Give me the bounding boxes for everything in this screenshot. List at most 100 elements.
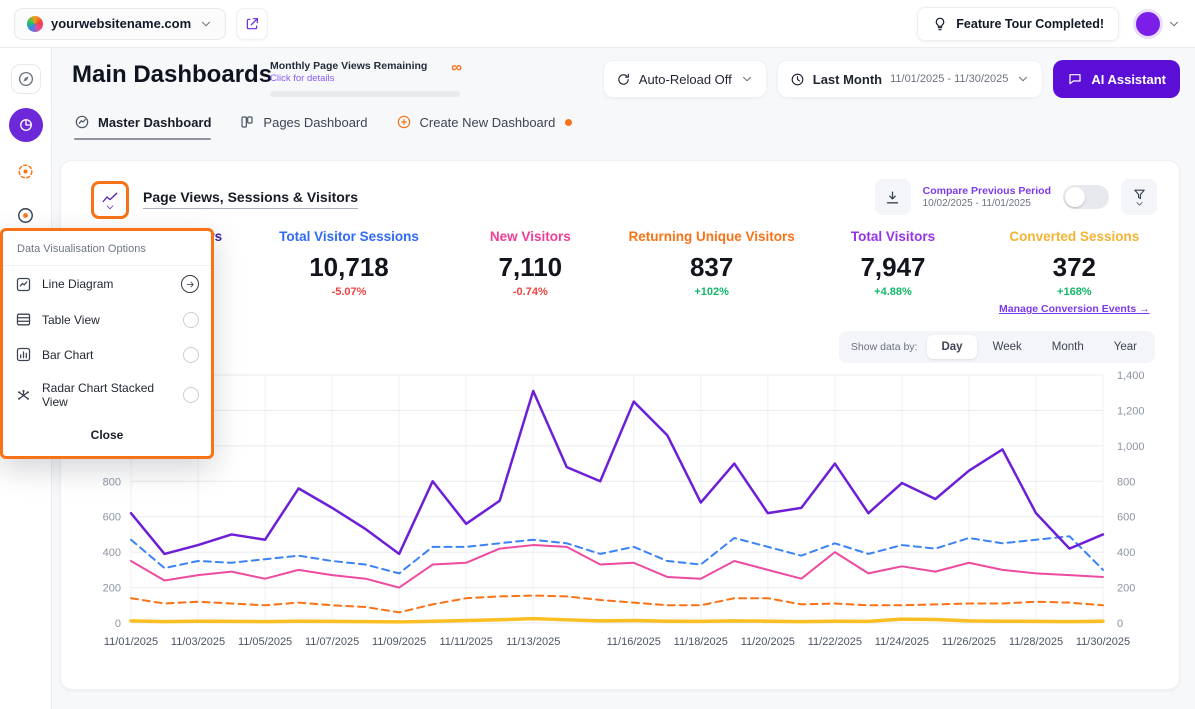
svg-text:11/22/2025: 11/22/2025 bbox=[808, 636, 862, 648]
svg-text:11/01/2025: 11/01/2025 bbox=[104, 636, 158, 648]
infinity-icon: ∞ bbox=[451, 59, 462, 76]
manage-conversion-events-link[interactable]: Manage Conversion Events → bbox=[999, 303, 1150, 315]
line-chart-icon bbox=[102, 192, 118, 202]
chevron-down-icon bbox=[1019, 76, 1028, 82]
table-view-icon bbox=[16, 313, 31, 326]
open-site-button[interactable] bbox=[236, 7, 269, 40]
date-range-dropdown[interactable]: Last Month 11/01/2025 - 11/30/2025 bbox=[776, 60, 1044, 98]
compare-range: 10/02/2025 - 11/01/2025 bbox=[922, 198, 1031, 209]
stat-label: Total Visitor Sessions bbox=[279, 229, 419, 244]
period-option-month[interactable]: Month bbox=[1051, 341, 1084, 353]
heatmap-icon bbox=[18, 163, 33, 179]
stat-label: Total Visitors bbox=[850, 229, 936, 244]
feature-tour-button[interactable]: Feature Tour Completed! bbox=[917, 6, 1119, 41]
svg-text:400: 400 bbox=[1117, 547, 1135, 559]
show-data-by-label: Show data by: bbox=[850, 341, 918, 353]
svg-text:1,000: 1,000 bbox=[1117, 441, 1145, 453]
svg-text:11/20/2025: 11/20/2025 bbox=[741, 636, 795, 648]
stat-converted-sessions: Converted Sessions 372 +168% Manage Conv… bbox=[984, 229, 1165, 317]
svg-text:0: 0 bbox=[1117, 618, 1123, 630]
chevron-down-icon bbox=[742, 76, 751, 82]
viz-option-bar-chart[interactable]: Bar Chart bbox=[3, 337, 211, 372]
stat-change: -0.74% bbox=[512, 286, 548, 298]
viz-option-label: Bar Chart bbox=[42, 347, 94, 362]
download-icon bbox=[887, 191, 899, 203]
viz-option-radar-chart[interactable]: Radar Chart Stacked View bbox=[3, 372, 211, 418]
popup-title: Data Visualisation Options bbox=[3, 231, 211, 266]
show-data-by-group: Show data by: Day Week Month Year bbox=[838, 331, 1155, 363]
tab-master-dashboard[interactable]: Master Dashboard bbox=[74, 114, 212, 140]
tab-label: Master Dashboard bbox=[98, 114, 212, 130]
toggle-knob bbox=[1065, 187, 1085, 207]
period-label: Last Month bbox=[812, 71, 883, 87]
svg-text:11/11/2025: 11/11/2025 bbox=[439, 636, 492, 648]
filter-icon bbox=[1133, 189, 1145, 199]
quota-details-link[interactable]: Click for details bbox=[270, 73, 335, 84]
radio-unselected[interactable] bbox=[183, 387, 199, 403]
tab-create-new-dashboard[interactable]: Create New Dashboard bbox=[396, 114, 573, 140]
topbar: yourwebsitename.com Feature Tour Complet… bbox=[0, 0, 1195, 48]
period-option-day[interactable]: Day bbox=[927, 335, 977, 359]
sidebar-item-dashboards[interactable] bbox=[8, 108, 43, 142]
period-option-year[interactable]: Year bbox=[1113, 341, 1137, 353]
svg-text:11/18/2025: 11/18/2025 bbox=[674, 636, 728, 648]
notification-dot bbox=[565, 118, 573, 126]
stat-change: +102% bbox=[694, 286, 729, 298]
viz-option-table-view[interactable]: Table View bbox=[3, 302, 211, 337]
svg-text:400: 400 bbox=[103, 547, 121, 559]
compare-toggle[interactable] bbox=[1063, 185, 1109, 209]
line-diagram-icon bbox=[16, 277, 31, 291]
radio-unselected[interactable] bbox=[183, 311, 199, 328]
tab-label: Pages Dashboard bbox=[263, 114, 368, 130]
stat-change: +168% bbox=[1057, 286, 1092, 298]
popup-close-button[interactable]: Close bbox=[90, 428, 124, 442]
chevron-down-icon bbox=[1136, 201, 1142, 205]
sidebar-item-navigator[interactable] bbox=[10, 64, 41, 94]
feature-tour-label: Feature Tour Completed! bbox=[956, 16, 1104, 31]
ai-assistant-label: AI Assistant bbox=[1091, 71, 1166, 87]
widget-title: Page Views, Sessions & Visitors bbox=[143, 189, 359, 209]
svg-text:200: 200 bbox=[103, 583, 121, 595]
stat-value: 7,947 bbox=[860, 252, 926, 282]
sidebar-item-heatmaps[interactable] bbox=[11, 156, 41, 186]
stat-returning-unique-visitors: Returning Unique Visitors 837 +102% bbox=[621, 229, 802, 317]
clock-icon bbox=[791, 73, 804, 85]
export-button[interactable] bbox=[874, 179, 911, 215]
period-range: 11/01/2025 - 11/30/2025 bbox=[890, 73, 1009, 85]
line-chart: 11/01/2025 11/03/2025 11/05/2025 11/07/2025… bbox=[73, 361, 1169, 661]
site-selector[interactable]: yourwebsitename.com bbox=[14, 7, 227, 40]
radio-unselected[interactable] bbox=[183, 346, 199, 363]
pageviews-quota: Monthly Page Views Remaining Click for d… bbox=[270, 60, 462, 97]
chart-type-button[interactable] bbox=[91, 181, 129, 219]
gauge-chart-icon bbox=[75, 115, 89, 129]
svg-text:11/24/2025: 11/24/2025 bbox=[875, 636, 929, 648]
stat-change: +4.88% bbox=[874, 286, 912, 298]
stat-total-visitors: Total Visitors 7,947 +4.88% bbox=[802, 229, 983, 317]
stat-change: -5.07% bbox=[331, 286, 367, 298]
widget-header-controls: Compare Previous Period 10/02/2025 - 11/… bbox=[874, 179, 1157, 215]
data-visualisation-popup: Data Visualisation Options Line Diagram … bbox=[0, 228, 214, 459]
svg-text:11/16/2025: 11/16/2025 bbox=[607, 636, 661, 648]
dashboard-icon bbox=[19, 119, 32, 131]
tab-pages-dashboard[interactable]: Pages Dashboard bbox=[239, 114, 368, 140]
sidebar-item-recordings[interactable] bbox=[11, 200, 41, 230]
filter-button[interactable] bbox=[1121, 179, 1157, 215]
svg-text:11/26/2025: 11/26/2025 bbox=[942, 636, 996, 648]
site-name: yourwebsitename.com bbox=[51, 16, 192, 31]
svg-text:11/05/2025: 11/05/2025 bbox=[238, 636, 292, 648]
viz-option-line-diagram[interactable]: Line Diagram bbox=[3, 266, 211, 302]
stat-total-visitor-sessions: Total Visitor Sessions 10,718 -5.07% bbox=[258, 229, 439, 317]
recordings-icon bbox=[18, 207, 33, 223]
auto-reload-dropdown[interactable]: Auto-Reload Off bbox=[602, 60, 767, 98]
stat-value: 837 bbox=[689, 252, 734, 282]
tab-label: Create New Dashboard bbox=[419, 114, 556, 130]
site-favicon-icon bbox=[27, 15, 43, 32]
period-option-week[interactable]: Week bbox=[992, 341, 1022, 353]
account-menu[interactable] bbox=[1133, 8, 1181, 39]
chat-icon bbox=[1069, 74, 1081, 85]
arrow-right-circle-icon[interactable] bbox=[181, 275, 199, 293]
svg-text:0: 0 bbox=[115, 618, 121, 630]
radar-chart-icon bbox=[18, 389, 29, 400]
ai-assistant-button[interactable]: AI Assistant bbox=[1053, 60, 1180, 98]
svg-text:11/03/2025: 11/03/2025 bbox=[171, 636, 225, 648]
